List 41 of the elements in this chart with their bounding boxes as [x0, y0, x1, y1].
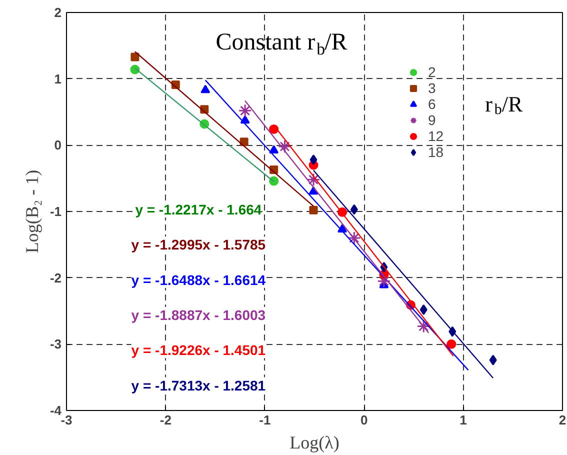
- annotation: y = -1.2995x - 1.5785: [131, 236, 266, 253]
- legend-label: 2: [428, 64, 437, 80]
- x-tick-label: -2: [160, 412, 172, 428]
- annotation: y = -1.9226x - 1.4501: [131, 342, 266, 358]
- point: [200, 84, 210, 94]
- legend-label: 18: [428, 144, 445, 160]
- point: [269, 176, 279, 186]
- y-tick-label: -3: [50, 336, 62, 352]
- y-tick-label: 2: [54, 5, 62, 20]
- point: [310, 154, 318, 166]
- point: [350, 204, 358, 215]
- y-tick-label: -4: [50, 403, 62, 418]
- x-tick-label: 1: [460, 412, 467, 428]
- point: [420, 304, 428, 315]
- point: [130, 52, 140, 62]
- annotation: y = -1.2217x - 1.664: [135, 202, 262, 218]
- x-tick-label: 0: [360, 412, 368, 428]
- point: [306, 172, 320, 186]
- y-axis-title: Log(B₂ - 1): [22, 170, 42, 254]
- x-tick-label: -1: [259, 412, 271, 428]
- point: [309, 206, 318, 214]
- annotation: y = -1.6488x - 1.6614: [131, 272, 266, 288]
- legend-label: 3: [428, 80, 437, 96]
- point: [446, 339, 456, 349]
- point: [238, 104, 252, 118]
- point: [240, 138, 248, 146]
- point: [489, 354, 497, 366]
- x-tick-label: 2: [558, 412, 566, 428]
- y-tick-label: -2: [50, 270, 62, 286]
- y-tick-label: 0: [54, 138, 62, 153]
- point: [278, 140, 292, 154]
- x-axis-title: Log(λ): [290, 432, 340, 452]
- legend-label: 12: [428, 128, 445, 144]
- legend-label: 9: [428, 112, 437, 128]
- y-tick-label: -1: [50, 204, 62, 219]
- point: [347, 231, 361, 245]
- y-tick-label: 1: [54, 71, 62, 86]
- annotation: y = -1.8887x - 1.6003: [131, 306, 266, 323]
- point: [269, 145, 279, 154]
- legend-label: 6: [428, 96, 437, 112]
- annotation: y = -1.7313x - 1.2581: [131, 377, 266, 394]
